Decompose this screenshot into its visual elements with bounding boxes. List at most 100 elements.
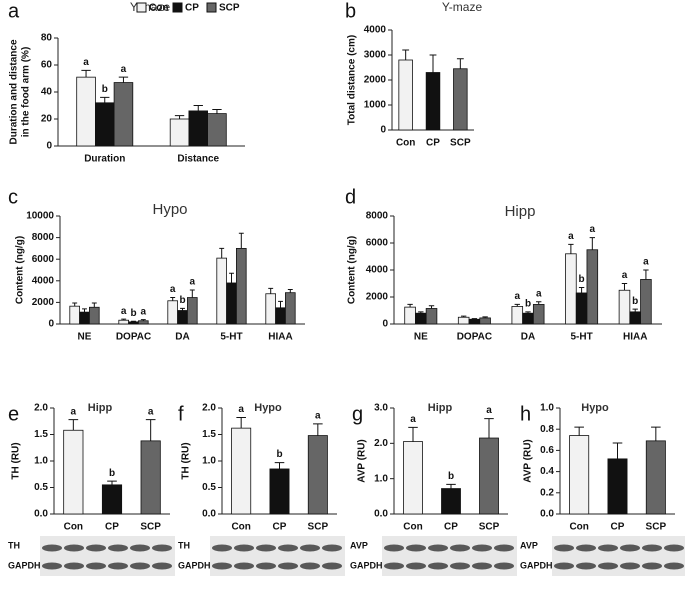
error-bar — [81, 69, 91, 78]
y-tick-label: 40 — [41, 87, 53, 98]
error-bar — [91, 302, 97, 308]
y-tick-label: 0.6 — [540, 445, 554, 456]
x-tick-label: SCP — [450, 138, 471, 149]
significance-letter: b — [109, 468, 115, 479]
y-axis-label: Content (ng/g) — [15, 236, 26, 304]
bar — [640, 279, 652, 325]
panel-title: Hipp — [428, 402, 453, 414]
bar — [275, 307, 286, 325]
y-axis-label: Duration and distance — [9, 39, 20, 144]
panel-title: Hipp — [88, 402, 113, 414]
error-bar — [278, 300, 283, 308]
blot-band — [554, 562, 574, 570]
blot-band — [234, 544, 254, 552]
blot-image — [382, 536, 517, 576]
bar — [137, 320, 149, 325]
significance-letter: a — [486, 405, 492, 416]
error-bar — [525, 311, 531, 314]
blot-band — [130, 562, 150, 570]
x-tick-label: DOPAC — [116, 332, 151, 343]
x-tick-label: DA — [521, 332, 535, 343]
bar — [453, 68, 468, 131]
y-tick-label: 0.5 — [202, 482, 216, 493]
panel-title: Hipp — [505, 203, 536, 220]
legend-swatch — [136, 2, 147, 13]
significance-letter: b — [579, 274, 585, 285]
blot-band — [108, 562, 128, 570]
blot-band — [642, 562, 662, 570]
blot-band — [642, 544, 662, 552]
y-tick-label: 0 — [48, 319, 54, 330]
error-bar — [456, 58, 464, 69]
error-bar — [482, 316, 488, 318]
blot-band — [300, 562, 320, 570]
y-tick-label: 1.0 — [202, 456, 216, 467]
blot-band — [86, 562, 106, 570]
blot-label: AVP — [350, 540, 368, 550]
significance-letter: a — [315, 411, 321, 422]
x-tick-label: CP — [273, 522, 287, 533]
bar — [265, 293, 276, 325]
significance-letter: a — [170, 284, 176, 295]
panel-title: Y-maze — [442, 0, 483, 14]
significance-letter: a — [71, 406, 77, 417]
blot-label: GAPDH — [350, 560, 383, 570]
blot-band — [664, 544, 684, 552]
blot-band — [130, 544, 150, 552]
blot-band — [108, 544, 128, 552]
blot-band — [576, 544, 596, 552]
blot-label: TH — [178, 540, 190, 550]
legend-swatch — [206, 2, 217, 13]
significance-letter: a — [141, 306, 147, 317]
bar — [89, 306, 100, 325]
blot-band — [664, 562, 684, 570]
blot-label: GAPDH — [8, 560, 41, 570]
error-bar — [313, 423, 323, 436]
blot-band — [598, 562, 618, 570]
y-tick-label: 8000 — [366, 211, 389, 222]
bar — [457, 316, 470, 325]
legend-label: Con — [149, 3, 168, 14]
x-tick-label: Con — [569, 522, 588, 533]
bar — [216, 257, 228, 325]
bar — [95, 102, 115, 147]
x-tick-label: 5-HT — [570, 332, 592, 343]
legend-label: CP — [185, 3, 199, 14]
blot-band — [300, 544, 320, 552]
bar — [307, 435, 328, 515]
error-bar — [612, 442, 623, 459]
bar — [63, 429, 84, 515]
error-bar — [287, 288, 293, 293]
blot-label: TH — [8, 540, 20, 550]
x-tick-label: SCP — [479, 522, 500, 533]
y-tick-label: 1.0 — [34, 456, 48, 467]
blot-label: GAPDH — [520, 560, 553, 570]
legend-swatch — [172, 2, 183, 13]
y-tick-label: 1.5 — [202, 429, 216, 440]
bar — [235, 247, 247, 325]
error-bar — [484, 418, 494, 439]
panel-title: Hypo — [152, 201, 187, 218]
bar — [479, 437, 499, 515]
bar — [101, 484, 123, 515]
error-bar — [219, 247, 225, 259]
bar — [403, 441, 423, 515]
x-tick-label: Con — [64, 522, 83, 533]
error-bar — [121, 318, 127, 321]
y-tick-label: 2.0 — [202, 403, 216, 414]
blot-band — [256, 544, 276, 552]
y-tick-label: 2.0 — [374, 438, 388, 449]
y-tick-label: 60 — [41, 60, 53, 71]
blot-band — [278, 562, 298, 570]
error-bar — [446, 483, 456, 489]
blot-band — [42, 562, 62, 570]
significance-letter: a — [121, 64, 127, 75]
bar — [186, 297, 198, 325]
error-bar — [118, 76, 129, 83]
y-tick-label: 2.0 — [34, 403, 48, 414]
y-tick-label: 0.0 — [374, 509, 388, 520]
error-bar — [140, 319, 146, 321]
y-tick-label: 4000 — [364, 25, 387, 36]
blot-band — [406, 562, 426, 570]
